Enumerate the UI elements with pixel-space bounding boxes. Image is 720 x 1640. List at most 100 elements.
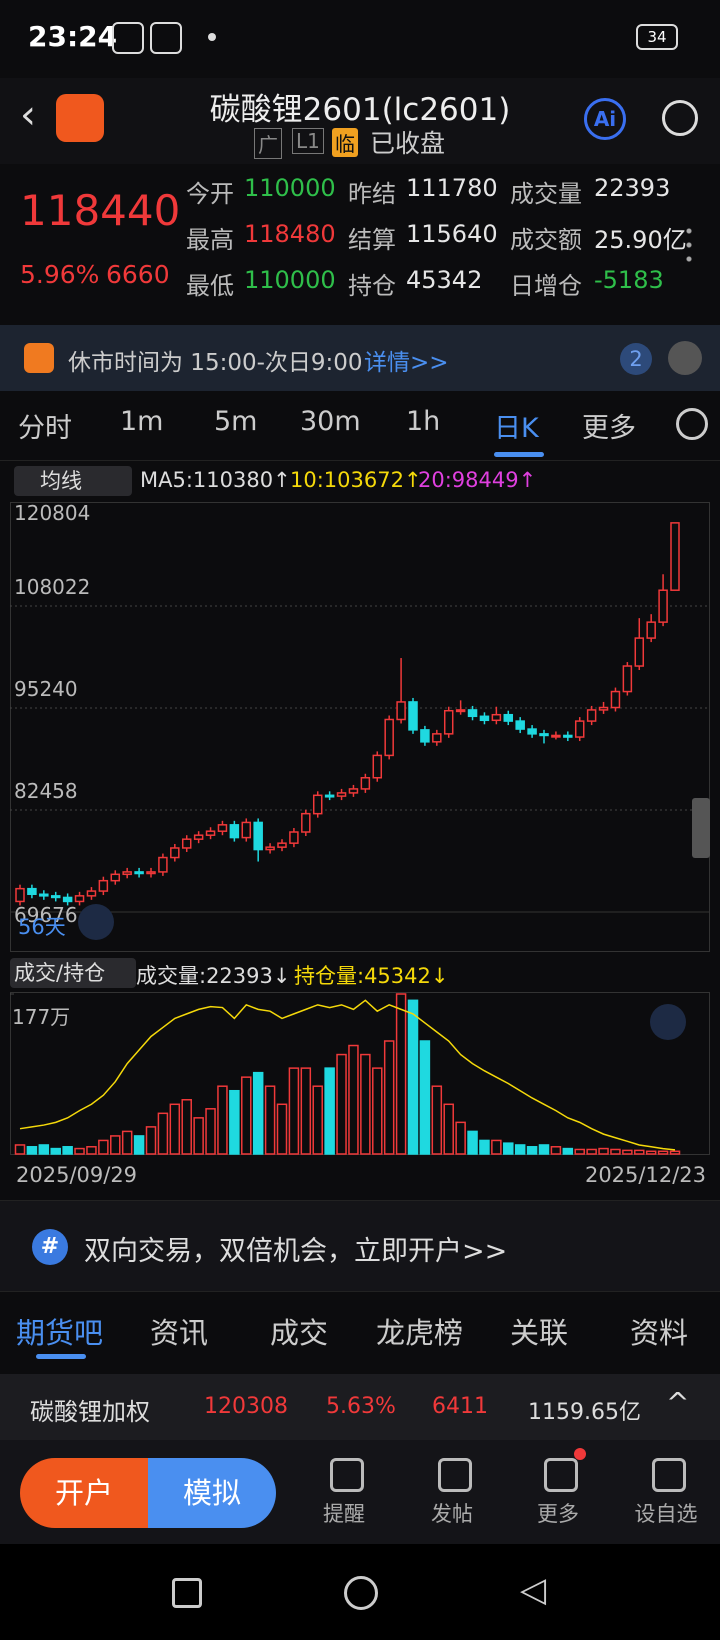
recents-button[interactable] xyxy=(172,1578,202,1608)
candle-body xyxy=(384,718,394,757)
badge-dot xyxy=(574,1448,586,1460)
candle-body xyxy=(574,720,585,738)
candle-body xyxy=(503,713,514,722)
volume-bar xyxy=(193,1117,204,1155)
x-start-label: 2025/09/29 xyxy=(16,1163,137,1187)
candle-body xyxy=(158,856,168,873)
volume-bar xyxy=(372,1067,383,1155)
period-tab[interactable]: 1h xyxy=(406,406,441,437)
nav-icon[interactable] xyxy=(438,1458,472,1492)
field-value: 118480 xyxy=(244,220,336,248)
ma5: MA5:110380↑ xyxy=(140,468,291,492)
volume-bar xyxy=(443,1103,454,1155)
volume-bar xyxy=(252,1071,264,1155)
volume-selector[interactable]: 成交/持仓 xyxy=(10,958,136,988)
content-tab[interactable]: 资讯 xyxy=(150,1316,209,1350)
notice-link[interactable]: 详情>> xyxy=(364,350,449,376)
period-tab[interactable]: 5m xyxy=(214,406,258,437)
volume-bar xyxy=(86,1146,97,1155)
volume-bar xyxy=(145,1126,157,1155)
period-tab[interactable]: 30m xyxy=(300,406,361,437)
chart-frame xyxy=(10,502,710,952)
days-label: 56天 xyxy=(18,915,66,939)
oi-label: 持仓量:45342↓ xyxy=(294,964,449,988)
volume-bar xyxy=(467,1130,478,1155)
candle-body xyxy=(74,895,85,903)
bottom-nav: 开户 模拟 提醒 发帖 更多 设自选 xyxy=(0,1440,720,1544)
field-label: 昨结 xyxy=(348,180,396,208)
content-tab[interactable]: 资料 xyxy=(630,1316,689,1350)
candle-body xyxy=(420,729,430,743)
candle-body xyxy=(122,871,132,876)
nav-icon[interactable] xyxy=(652,1458,686,1492)
content-tab[interactable]: 关联 xyxy=(510,1316,569,1350)
candle-body xyxy=(432,733,442,743)
field-value: 25.90亿 xyxy=(594,226,687,254)
nav-icon[interactable] xyxy=(330,1458,364,1492)
candle-body xyxy=(348,788,359,794)
field-label: 持仓 xyxy=(348,272,396,300)
volume-bar xyxy=(98,1139,109,1155)
more-dots[interactable] xyxy=(686,224,692,264)
expand-button[interactable]: ^ xyxy=(666,1386,690,1419)
nav-label[interactable]: 提醒 xyxy=(323,1502,365,1526)
index-name: 碳酸锂加权 xyxy=(30,1398,150,1426)
volume-bar xyxy=(645,1150,657,1155)
nav-label[interactable]: 设自选 xyxy=(634,1502,698,1526)
volume-bar xyxy=(348,1044,359,1155)
field-label: 最高 xyxy=(186,226,234,254)
home-button[interactable] xyxy=(344,1576,378,1610)
volume-bar xyxy=(586,1148,597,1155)
volume-bar xyxy=(133,1135,145,1155)
period-tab[interactable]: 分时 xyxy=(18,413,72,444)
candle-body xyxy=(610,690,621,709)
period-tab[interactable]: 1m xyxy=(120,406,164,437)
banner-text[interactable]: 双向交易，双倍机会，立即开户>> xyxy=(84,1236,508,1267)
header: ‹ 碳酸锂2601(lc2601) 广 L1 临 已收盘 Ai xyxy=(0,78,720,164)
volume-bar xyxy=(181,1099,192,1155)
period-tab[interactable]: 日K xyxy=(494,413,539,444)
field-value: 22393 xyxy=(594,174,671,202)
candle-body xyxy=(515,720,525,730)
index-change: 6411 xyxy=(432,1394,488,1419)
nav-label[interactable]: 更多 xyxy=(537,1502,579,1526)
content-tab[interactable]: 龙虎榜 xyxy=(376,1316,464,1350)
volume-bar xyxy=(503,1142,514,1155)
candle-body xyxy=(467,709,478,718)
field-label: 成交量 xyxy=(510,180,582,208)
volume-bar xyxy=(336,1053,347,1155)
app-logo xyxy=(56,94,104,142)
content-tab[interactable]: 成交 xyxy=(270,1316,329,1350)
volume-bar xyxy=(300,1067,312,1155)
field-label: 日增仓 xyxy=(510,272,582,300)
field-label: 成交额 xyxy=(510,226,582,254)
content-tab[interactable]: 期货吧 xyxy=(16,1316,104,1350)
indicator-selector[interactable]: 均线 xyxy=(14,466,132,496)
settings-button[interactable] xyxy=(676,408,708,440)
search-button[interactable] xyxy=(662,100,698,136)
ai-button[interactable]: Ai xyxy=(584,98,626,140)
tab-indicator xyxy=(494,452,544,457)
nav-icon[interactable] xyxy=(544,1458,578,1492)
volume-bar xyxy=(610,1148,621,1155)
volume-bar xyxy=(241,1076,252,1155)
simulate-button[interactable]: 模拟 xyxy=(148,1458,276,1528)
collapse-button[interactable] xyxy=(668,341,702,375)
open-account-button[interactable]: 开户 xyxy=(20,1458,148,1528)
candle-body xyxy=(360,776,371,790)
back-button[interactable]: ‹ xyxy=(20,92,36,138)
candle-body xyxy=(15,887,25,903)
candle-body xyxy=(110,873,121,882)
chart-frame xyxy=(10,992,710,1155)
volume-bar xyxy=(514,1144,526,1155)
candle-body xyxy=(289,831,299,844)
y-tick-label: 82458 xyxy=(14,779,78,803)
volume-bar xyxy=(598,1147,609,1155)
period-tab[interactable]: 更多 xyxy=(582,413,636,444)
banner[interactable]: # 双向交易，双倍机会，立即开户>> xyxy=(0,1200,720,1292)
back-nav[interactable]: ◁ xyxy=(520,1570,547,1610)
field-value: -5183 xyxy=(594,266,664,294)
volume-bar xyxy=(288,1067,300,1155)
nav-label[interactable]: 发帖 xyxy=(431,1502,473,1526)
candle-body xyxy=(86,890,97,897)
